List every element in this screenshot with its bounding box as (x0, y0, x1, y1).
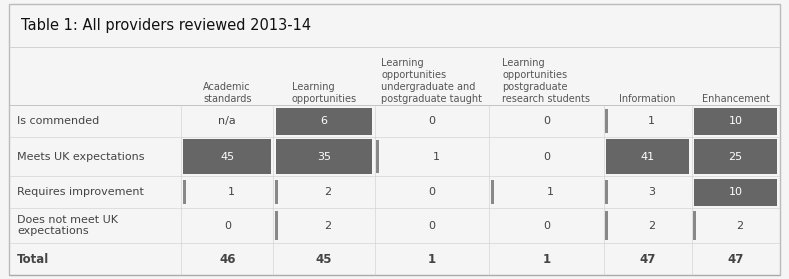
Text: 0: 0 (428, 116, 436, 126)
Text: Does not meet UK
expectations: Does not meet UK expectations (17, 215, 118, 236)
FancyBboxPatch shape (606, 139, 689, 174)
FancyBboxPatch shape (605, 109, 608, 133)
Text: 35: 35 (317, 151, 331, 162)
Text: Enhancement: Enhancement (701, 94, 769, 104)
Text: 45: 45 (220, 151, 234, 162)
Text: 1: 1 (432, 151, 439, 162)
Text: Learning
opportunities
postgraduate
research students: Learning opportunities postgraduate rese… (503, 58, 590, 104)
Text: 0: 0 (543, 221, 550, 231)
Text: 1: 1 (428, 252, 436, 266)
FancyBboxPatch shape (605, 180, 608, 205)
Text: 1: 1 (547, 187, 554, 197)
FancyBboxPatch shape (276, 139, 372, 174)
Text: Is commended: Is commended (17, 116, 99, 126)
Text: 3: 3 (648, 187, 655, 197)
Text: n/a: n/a (219, 116, 236, 126)
Text: 10: 10 (728, 116, 742, 126)
Text: 45: 45 (316, 252, 332, 266)
Text: 46: 46 (219, 252, 236, 266)
Text: Learning
opportunities: Learning opportunities (291, 82, 357, 104)
Text: Requires improvement: Requires improvement (17, 187, 144, 197)
FancyBboxPatch shape (276, 108, 372, 134)
Text: Meets UK expectations: Meets UK expectations (17, 151, 145, 162)
FancyBboxPatch shape (694, 139, 777, 174)
Text: 1: 1 (228, 187, 235, 197)
Text: 0: 0 (224, 221, 231, 231)
Text: 25: 25 (728, 151, 742, 162)
FancyBboxPatch shape (694, 179, 777, 206)
Text: Total: Total (17, 252, 50, 266)
Text: Information: Information (619, 94, 675, 104)
Text: 0: 0 (543, 151, 550, 162)
FancyBboxPatch shape (491, 180, 494, 205)
Text: 10: 10 (728, 187, 742, 197)
FancyBboxPatch shape (376, 140, 380, 173)
FancyBboxPatch shape (184, 139, 271, 174)
Text: 0: 0 (428, 221, 436, 231)
Text: Academic
standards: Academic standards (203, 82, 252, 104)
Text: 47: 47 (727, 252, 744, 266)
FancyBboxPatch shape (9, 4, 780, 275)
FancyBboxPatch shape (275, 180, 279, 205)
Text: 0: 0 (543, 116, 550, 126)
Text: Table 1: All providers reviewed 2013-14: Table 1: All providers reviewed 2013-14 (21, 18, 312, 33)
Text: Learning
opportunities
undergraduate and
postgraduate taught: Learning opportunities undergraduate and… (381, 58, 482, 104)
Text: 2: 2 (324, 187, 331, 197)
Text: 1: 1 (648, 116, 655, 126)
FancyBboxPatch shape (275, 211, 279, 240)
Text: 41: 41 (641, 151, 655, 162)
Text: 2: 2 (324, 221, 331, 231)
Text: 0: 0 (428, 187, 436, 197)
Text: 1: 1 (542, 252, 551, 266)
Text: 47: 47 (639, 252, 656, 266)
FancyBboxPatch shape (693, 211, 696, 240)
Text: 2: 2 (736, 221, 743, 231)
FancyBboxPatch shape (694, 108, 777, 134)
Text: 2: 2 (648, 221, 655, 231)
FancyBboxPatch shape (605, 211, 608, 240)
Text: 6: 6 (320, 116, 327, 126)
FancyBboxPatch shape (183, 180, 186, 205)
